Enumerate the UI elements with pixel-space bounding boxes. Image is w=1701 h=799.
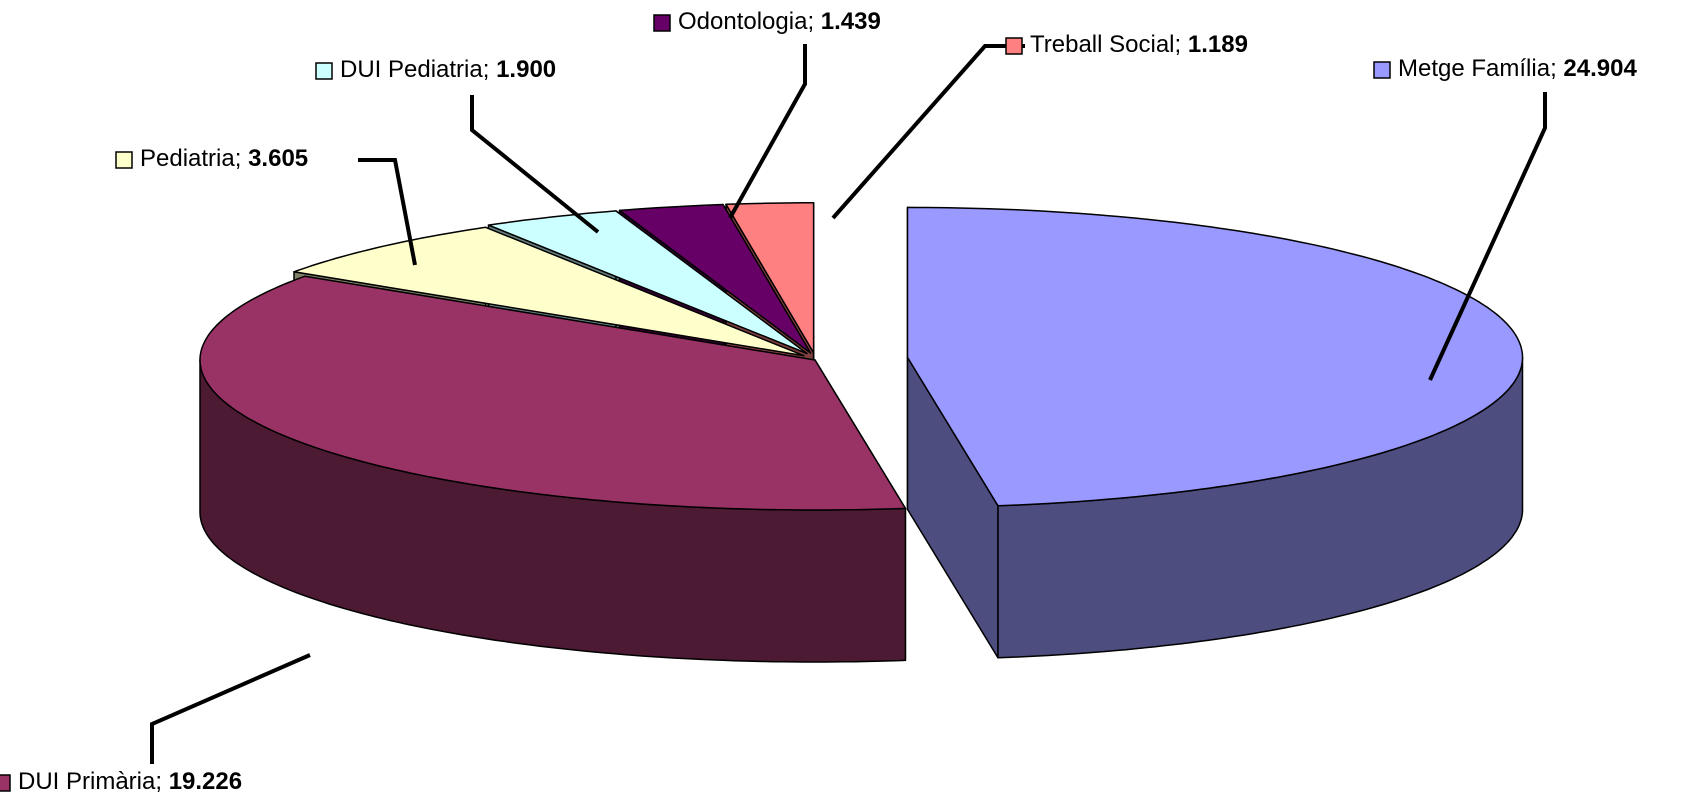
label-value: 1.439	[821, 8, 881, 35]
slice	[199, 275, 907, 511]
slice	[618, 203, 812, 354]
slice	[487, 210, 808, 355]
slice	[725, 202, 815, 354]
label-name: Odontologia	[678, 8, 808, 35]
label-name: Pediatria	[140, 145, 235, 172]
leader-line	[470, 95, 600, 234]
data-label: DUI Primària; 19.226	[18, 768, 242, 795]
data-label: DUI Pediatria; 1.900	[340, 56, 556, 83]
label-name: DUI Primària	[18, 768, 156, 795]
data-label: Odontologia; 1.439	[678, 8, 881, 35]
legend-swatch	[1373, 61, 1391, 79]
label-separator: ;	[235, 145, 248, 172]
legend-swatch	[0, 774, 11, 792]
label-separator: ;	[483, 56, 496, 83]
label-value: 24.904	[1563, 55, 1637, 82]
label-value: 19.226	[169, 768, 242, 795]
label-value: 1.900	[496, 56, 556, 83]
data-label: Metge Família; 24.904	[1398, 55, 1637, 82]
label-separator: ;	[155, 768, 168, 795]
data-label: Pediatria; 3.605	[140, 145, 308, 172]
label-value: 1.189	[1188, 31, 1248, 58]
label-separator: ;	[807, 8, 820, 35]
leader-line	[1428, 92, 1547, 381]
legend-swatch	[115, 151, 133, 169]
label-value: 3.605	[248, 145, 308, 172]
legend-swatch	[315, 62, 333, 80]
leader-line	[728, 44, 807, 219]
label-separator: ;	[1175, 31, 1188, 58]
label-name: Treball Social	[1030, 31, 1175, 58]
legend-swatch	[653, 14, 671, 32]
label-separator: ;	[1550, 55, 1563, 82]
label-name: DUI Pediatria	[340, 56, 483, 83]
leader-line	[831, 44, 1025, 220]
leader-line	[150, 653, 311, 764]
slice	[906, 206, 1524, 507]
slice	[293, 226, 805, 357]
legend-swatch	[1005, 37, 1023, 55]
data-label: Treball Social; 1.189	[1030, 31, 1248, 58]
leader-line	[358, 158, 417, 266]
label-name: Metge Família	[1398, 55, 1551, 82]
